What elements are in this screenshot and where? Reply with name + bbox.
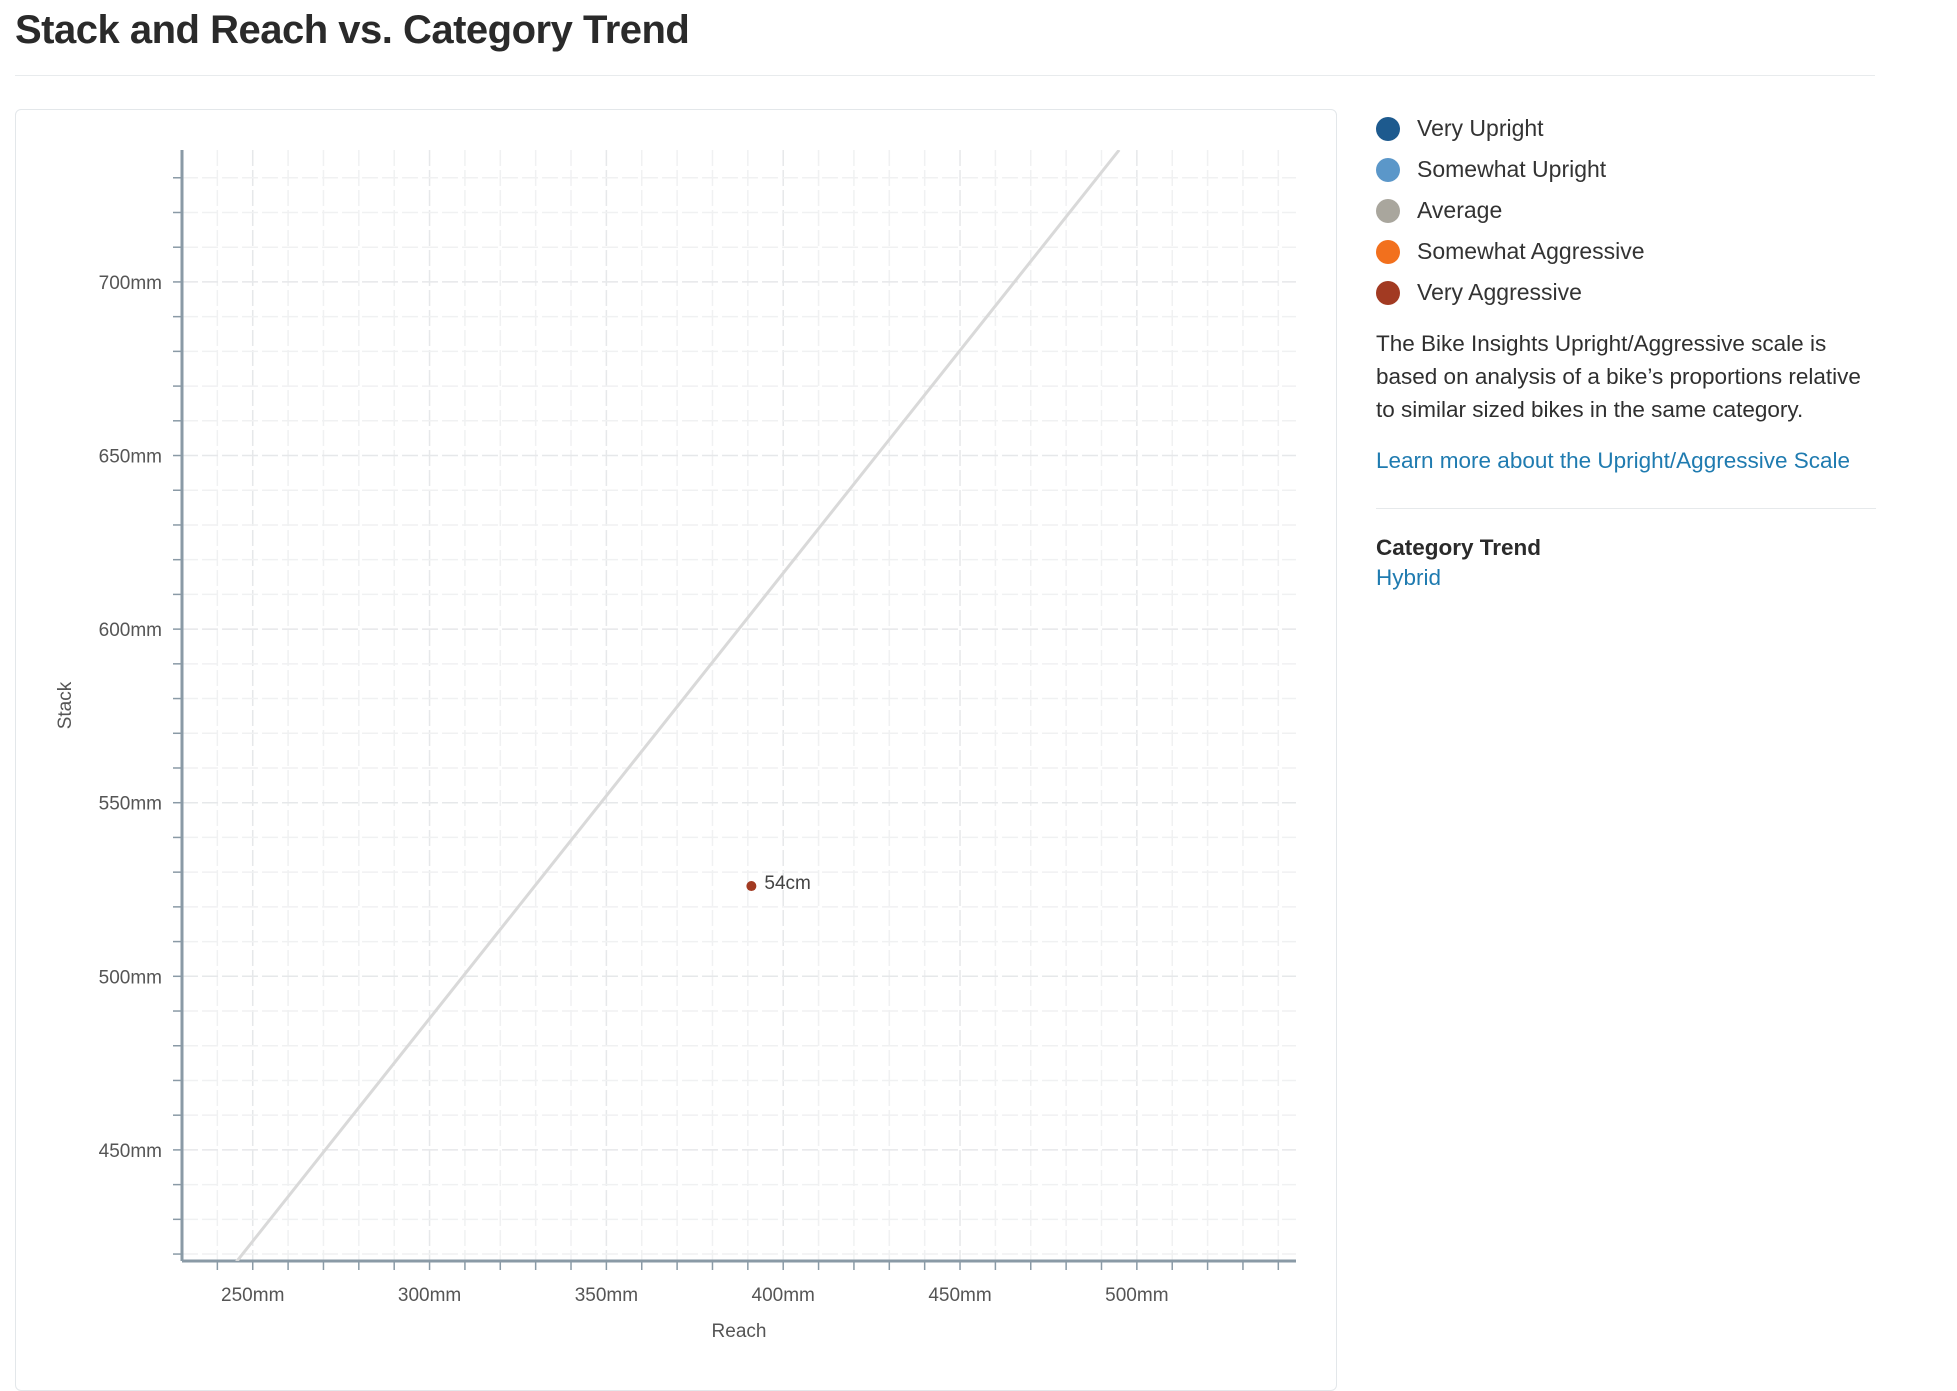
x-tick-label: 450mm — [928, 1285, 991, 1306]
sidebar: Very Upright Somewhat Upright Average Somew… — [1376, 108, 1876, 591]
y-axis-title: Stack — [55, 681, 76, 729]
legend: Very Upright Somewhat Upright Average Somew… — [1376, 108, 1876, 313]
y-tick-label: 450mm — [99, 1141, 162, 1162]
legend-label: Very Upright — [1417, 115, 1544, 141]
x-axis-title: Reach — [712, 1321, 767, 1342]
legend-swatch — [1376, 116, 1400, 141]
x-tick-label: 300mm — [398, 1285, 461, 1306]
legend-swatch — [1376, 280, 1400, 305]
scale-description: The Bike Insights Upright/Aggressive sca… — [1376, 331, 1861, 422]
legend-item: Somewhat Upright — [1376, 149, 1876, 190]
page-title: Stack and Reach vs. Category Trend — [15, 8, 690, 52]
legend-label: Somewhat Upright — [1417, 156, 1607, 182]
data-point — [746, 881, 757, 892]
y-tick-label: 700mm — [99, 273, 162, 294]
learn-more-link[interactable]: Learn more about the Upright/Aggressive … — [1376, 448, 1851, 473]
legend-label: Average — [1417, 197, 1503, 223]
x-tick-label: 350mm — [575, 1285, 638, 1306]
x-tick-label: 500mm — [1105, 1285, 1168, 1306]
x-tick-label: 250mm — [221, 1285, 284, 1306]
legend-swatch — [1376, 239, 1400, 264]
legend-swatch — [1376, 157, 1400, 182]
category-trend-heading: Category Trend — [1376, 535, 1542, 560]
y-tick-label: 600mm — [99, 620, 162, 641]
y-tick-label: 500mm — [99, 967, 162, 988]
legend-label: Somewhat Aggressive — [1417, 238, 1645, 264]
y-tick-label: 550mm — [99, 794, 162, 815]
category-trend-line — [235, 150, 1121, 1261]
legend-item: Average — [1376, 190, 1876, 231]
legend-item: Very Upright — [1376, 108, 1876, 149]
sidebar-divider — [1376, 508, 1876, 509]
legend-item: Somewhat Aggressive — [1376, 231, 1876, 272]
stack-reach-chart: 250mm 300mm 350mm 400mm 450mm 500mm 450mm 500mm… — [55, 150, 1296, 1342]
chart-panel: 250mm 300mm 350mm 400mm 450mm 500mm 450mm 500mm… — [15, 109, 1337, 1391]
x-tick-label: 400mm — [752, 1285, 815, 1306]
title-divider — [15, 75, 1875, 76]
legend-swatch — [1376, 198, 1400, 223]
legend-item: Very Aggressive — [1376, 272, 1876, 313]
category-trend-value[interactable]: Hybrid — [1376, 565, 1442, 590]
grid — [182, 150, 1296, 1261]
y-tick-label: 650mm — [99, 447, 162, 468]
data-point-label: 54cm — [764, 873, 810, 894]
legend-label: Very Aggressive — [1417, 279, 1582, 305]
